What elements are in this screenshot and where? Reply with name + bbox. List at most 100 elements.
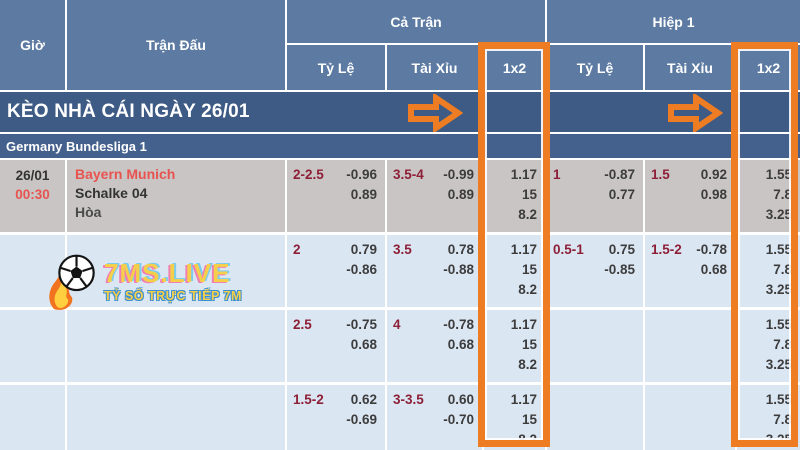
odds-value[interactable]: -0.99 <box>443 167 474 182</box>
sub-header-handicap-full: Tỷ Lệ <box>287 45 385 90</box>
odds-value[interactable]: -0.85 <box>604 262 635 277</box>
odds-value[interactable]: 0.79 <box>350 242 377 257</box>
1x2-cell-half[interactable]: 1.55 7.8 3.25 <box>737 160 800 232</box>
odds-value[interactable]: 1.17 <box>510 392 537 407</box>
odds-value[interactable]: 8.2 <box>518 207 537 222</box>
over-under-cell-half-empty <box>645 310 735 382</box>
empty-time-cell <box>0 235 65 307</box>
1x2-cell-full[interactable]: 1.17 15 8.2 <box>484 235 545 307</box>
odds-value[interactable]: -0.69 <box>346 412 377 427</box>
odds-table-body: 26/01 00:30 Bayern Munich Schalke 04 Hòa… <box>0 160 800 450</box>
odds-value[interactable]: 15 <box>521 337 537 352</box>
odds-value[interactable]: 3.25 <box>765 432 792 447</box>
odds-value[interactable]: -0.78 <box>696 242 727 257</box>
1x2-cell-full[interactable]: 1.17 15 8.2 <box>484 385 545 450</box>
handicap-line: 1 <box>553 167 561 182</box>
group-header-first-half: Hiệp 1 <box>547 0 800 43</box>
handicap-cell-half[interactable]: 0.5-1 0.75 -0.85 <box>547 235 643 307</box>
match-time-cell: 26/01 00:30 <box>0 160 65 232</box>
odds-value[interactable]: 8.2 <box>518 357 537 372</box>
odds-value[interactable]: -0.78 <box>443 317 474 332</box>
over-under-cell-half[interactable]: 1.5-2 -0.78 0.68 <box>645 235 735 307</box>
odds-value[interactable]: 15 <box>521 187 537 202</box>
over-under-cell-half[interactable]: 1.5 0.92 0.98 <box>645 160 735 232</box>
odds-value[interactable]: 1.17 <box>510 242 537 257</box>
odds-value[interactable]: 7.8 <box>773 412 792 427</box>
odds-value[interactable]: 1.17 <box>510 167 537 182</box>
handicap-cell-full[interactable]: 1.5-2 0.62 -0.69 <box>287 385 385 450</box>
odds-value[interactable]: 3.25 <box>765 282 792 297</box>
odds-value[interactable]: 0.68 <box>447 337 474 352</box>
odds-value[interactable]: -0.70 <box>443 412 474 427</box>
1x2-cell-full[interactable]: 1.17 15 8.2 <box>484 310 545 382</box>
odds-value[interactable]: 7.8 <box>773 187 792 202</box>
away-team-name[interactable]: Schalke 04 <box>75 185 148 201</box>
odds-value[interactable]: 0.92 <box>700 167 727 182</box>
odds-value[interactable]: -0.87 <box>604 167 635 182</box>
empty-time-cell <box>0 310 65 382</box>
1x2-cell-half[interactable]: 1.55 7.8 3.25 <box>737 310 800 382</box>
date-banner: KÈO NHÀ CÁI NGÀY 26/01 <box>0 92 800 132</box>
handicap-cell-half[interactable]: 1 -0.87 0.77 <box>547 160 643 232</box>
handicap-cell-full[interactable]: 2-2.5 -0.96 0.89 <box>287 160 385 232</box>
odds-value[interactable]: 3.25 <box>765 357 792 372</box>
odds-value[interactable]: 1.55 <box>765 167 792 182</box>
odds-value[interactable]: 0.98 <box>700 187 727 202</box>
handicap-cell-full[interactable]: 2.5 -0.75 0.68 <box>287 310 385 382</box>
handicap-line: 2.5 <box>293 317 312 332</box>
1x2-cell-full[interactable]: 1.17 15 8.2 <box>484 160 545 232</box>
odds-value[interactable]: 0.62 <box>350 392 377 407</box>
odds-value[interactable]: 7.8 <box>773 337 792 352</box>
group-header-full-match: Cả Trận <box>287 0 545 43</box>
1x2-cell-half[interactable]: 1.55 7.8 3.25 <box>737 385 800 450</box>
odds-value[interactable]: 0.77 <box>608 187 635 202</box>
1x2-cell-half[interactable]: 1.55 7.8 3.25 <box>737 235 800 307</box>
banner-title: KÈO NHÀ CÁI NGÀY 26/01 <box>7 101 250 122</box>
empty-match-cell <box>67 235 285 307</box>
odds-value[interactable]: 8.2 <box>518 432 537 447</box>
over-under-cell-full[interactable]: 3.5 0.78 -0.88 <box>387 235 482 307</box>
odds-value[interactable]: 7.8 <box>773 262 792 277</box>
col-header-time: Giờ <box>0 0 65 90</box>
handicap-cell-half-empty <box>547 385 643 450</box>
sub-header-over-under-half: Tài Xỉu <box>645 45 735 90</box>
empty-time-cell <box>0 385 65 450</box>
sub-header-over-under-full: Tài Xỉu <box>387 45 482 90</box>
odds-value[interactable]: -0.88 <box>443 262 474 277</box>
odds-value[interactable]: 0.68 <box>350 337 377 352</box>
odds-value[interactable]: 8.2 <box>518 282 537 297</box>
odds-value[interactable]: 1.17 <box>510 317 537 332</box>
col-header-match: Trận Đấu <box>67 0 285 90</box>
league-name: Germany Bundesliga 1 <box>6 138 147 154</box>
league-header[interactable]: Germany Bundesliga 1 <box>0 134 800 158</box>
match-date: 26/01 <box>15 168 50 183</box>
odds-value[interactable]: 0.89 <box>350 187 377 202</box>
odds-value[interactable]: 1.55 <box>765 392 792 407</box>
over-under-cell-full[interactable]: 3.5-4 -0.99 0.89 <box>387 160 482 232</box>
over-under-line: 1.5-2 <box>651 242 682 257</box>
odds-value[interactable]: 1.55 <box>765 242 792 257</box>
match-teams-cell[interactable]: Bayern Munich Schalke 04 Hòa <box>67 160 285 232</box>
odds-value[interactable]: 3.25 <box>765 207 792 222</box>
over-under-line: 3-3.5 <box>393 392 424 407</box>
over-under-cell-full[interactable]: 3-3.5 0.60 -0.70 <box>387 385 482 450</box>
empty-match-cell <box>67 385 285 450</box>
odds-value[interactable]: 0.78 <box>447 242 474 257</box>
home-team-name[interactable]: Bayern Munich <box>75 166 176 182</box>
match-time: 00:30 <box>15 187 50 202</box>
odds-value[interactable]: 15 <box>521 262 537 277</box>
odds-value[interactable]: 15 <box>521 412 537 427</box>
odds-value[interactable]: -0.75 <box>346 317 377 332</box>
handicap-cell-full[interactable]: 2 0.79 -0.86 <box>287 235 385 307</box>
odds-value[interactable]: 0.89 <box>447 187 474 202</box>
odds-value[interactable]: 0.60 <box>447 392 474 407</box>
odds-value[interactable]: -0.96 <box>346 167 377 182</box>
odds-value[interactable]: 0.68 <box>700 262 727 277</box>
sub-header-1x2-half: 1x2 <box>737 45 800 90</box>
empty-match-cell <box>67 310 285 382</box>
odds-value[interactable]: 1.55 <box>765 317 792 332</box>
over-under-cell-full[interactable]: 4 -0.78 0.68 <box>387 310 482 382</box>
odds-value[interactable]: 0.75 <box>608 242 635 257</box>
odds-value[interactable]: -0.86 <box>346 262 377 277</box>
draw-label: Hòa <box>75 204 102 220</box>
